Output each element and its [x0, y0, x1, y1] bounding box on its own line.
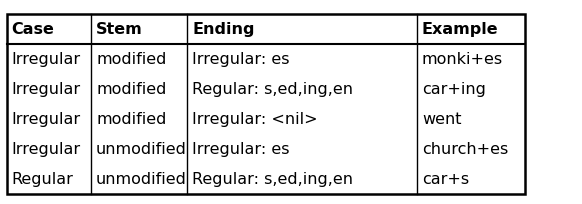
Text: Irregular: Irregular — [12, 82, 81, 97]
Text: modified: modified — [96, 82, 166, 97]
Text: Irregular: Irregular — [12, 112, 81, 127]
Text: unmodified: unmodified — [96, 142, 187, 157]
Text: Irregular: es: Irregular: es — [192, 142, 290, 157]
Text: Irregular: Irregular — [12, 142, 81, 157]
Text: Irregular: <nil>: Irregular: <nil> — [192, 112, 318, 127]
Text: Irregular: Irregular — [12, 52, 81, 67]
Text: went: went — [422, 112, 462, 127]
Bar — [7, 14, 525, 194]
Text: Regular: s,ed,ing,en: Regular: s,ed,ing,en — [192, 172, 353, 187]
Text: Ending: Ending — [192, 22, 254, 37]
Text: Irregular: es: Irregular: es — [192, 52, 290, 67]
Text: modified: modified — [96, 52, 166, 67]
Text: Example: Example — [422, 22, 499, 37]
Text: Case: Case — [12, 22, 55, 37]
Text: Regular: Regular — [12, 172, 73, 187]
Text: unmodified: unmodified — [96, 172, 187, 187]
Text: Regular: s,ed,ing,en: Regular: s,ed,ing,en — [192, 82, 353, 97]
Text: modified: modified — [96, 112, 166, 127]
Text: Stem: Stem — [96, 22, 143, 37]
Text: car+ing: car+ing — [422, 82, 486, 97]
Text: monki+es: monki+es — [422, 52, 503, 67]
Text: car+s: car+s — [422, 172, 469, 187]
Text: church+es: church+es — [422, 142, 508, 157]
